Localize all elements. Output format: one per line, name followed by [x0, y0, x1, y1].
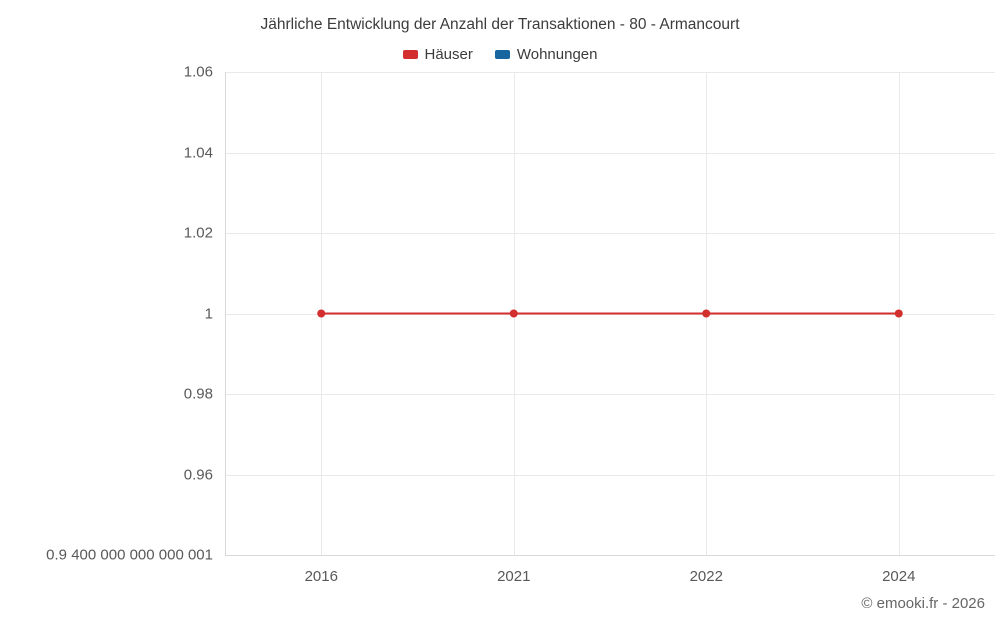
x-tick-label: 2024 — [882, 568, 916, 585]
y-tick-label: 1.06 — [183, 63, 213, 81]
y-tick-label: 0.96 — [183, 466, 213, 483]
data-point[interactable] — [509, 309, 518, 318]
legend-label-wohnungen: Wohnungen — [516, 46, 598, 63]
y-tick-label: 0.98 — [183, 385, 213, 403]
data-point[interactable] — [702, 309, 711, 318]
x-tick-label: 2022 — [689, 568, 723, 585]
data-point[interactable] — [317, 309, 326, 318]
x-tick-label: 2021 — [497, 568, 531, 585]
haeuser-swatch-icon — [402, 50, 418, 59]
legend-item-wohnungen[interactable]: Wohnungen — [494, 46, 598, 63]
data-point[interactable] — [894, 309, 903, 318]
y-tick-label: 1.02 — [183, 224, 213, 242]
legend-label-haeuser: Häuser — [424, 46, 473, 63]
x-tick-label: 2016 — [304, 568, 338, 585]
wohnungen-swatch-icon — [494, 50, 510, 59]
legend-item-haeuser[interactable]: Häuser — [402, 46, 473, 63]
chart-legend: Häuser Wohnungen — [0, 46, 1000, 63]
chart-title: Jährliche Entwicklung der Anzahl der Tra… — [260, 16, 740, 33]
y-tick-label: 1 — [204, 305, 213, 322]
copyright-text: © emooki.fr - 2026 — [861, 595, 985, 612]
y-tick-label: 0.9 400 000 000 000 001 — [46, 546, 213, 564]
y-tick-label: 1.04 — [183, 144, 213, 161]
